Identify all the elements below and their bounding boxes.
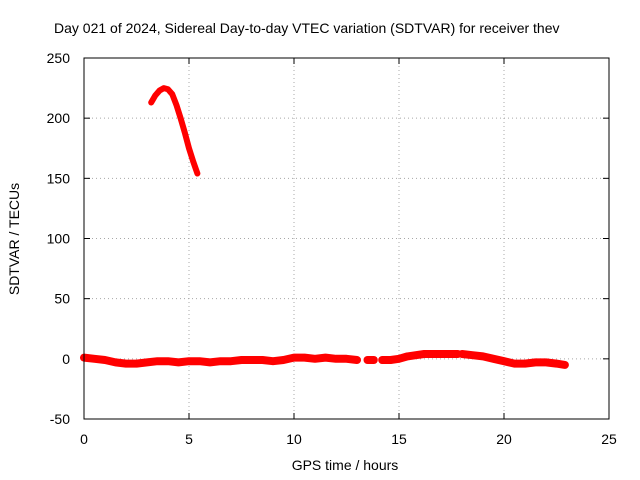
y-tick-label: 200	[47, 110, 71, 126]
y-tick-label: 0	[62, 351, 70, 367]
y-tick-label: -50	[50, 411, 70, 427]
plot-frame	[83, 57, 610, 420]
series-line-2	[80, 353, 361, 368]
y-tick-label: 50	[54, 291, 70, 307]
y-tick-label: 250	[47, 50, 71, 66]
series-line-5	[458, 350, 569, 369]
y-tick-label: 150	[47, 170, 71, 186]
x-tick-label: 25	[601, 431, 617, 447]
x-tick-label: 5	[185, 431, 193, 447]
series-line-1	[148, 85, 201, 177]
y-axis-label: SDTVAR / TECUs	[6, 183, 22, 295]
x-tick-label: 15	[391, 431, 407, 447]
x-axis-label: GPS time / hours	[292, 457, 399, 473]
y-tick-label: 100	[47, 231, 71, 247]
tick-layer: 0 5 10 15 20 25 -50 0 50 100 150 200 250	[47, 50, 617, 447]
series-line-4	[378, 350, 462, 364]
x-tick-label: 0	[80, 431, 88, 447]
chart-title: Day 021 of 2024, Sidereal Day-to-day VTE…	[54, 20, 560, 36]
x-tick-label: 20	[496, 431, 512, 447]
series-layer	[80, 85, 569, 369]
x-tick-label: 10	[286, 431, 302, 447]
